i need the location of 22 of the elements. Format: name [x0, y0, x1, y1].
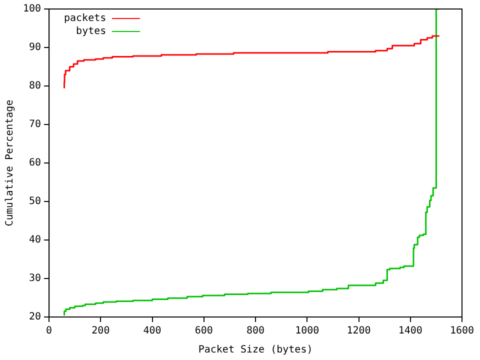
- y-tick-label: 30: [29, 273, 42, 284]
- y-tick-label: 50: [29, 196, 42, 208]
- y-tick-label: 40: [29, 234, 42, 246]
- y-tick-label: 70: [29, 119, 42, 130]
- x-tick-label: 1000: [295, 326, 320, 337]
- x-tick-label: 200: [92, 326, 110, 337]
- x-tick-label: 1600: [450, 326, 474, 337]
- y-tick-label: 60: [29, 158, 42, 169]
- x-tick-label: 1200: [346, 326, 371, 337]
- y-tick-label: 20: [29, 312, 42, 323]
- y-tick-label: 80: [29, 80, 42, 92]
- x-axis-title: Packet Size (bytes): [198, 344, 313, 356]
- y-tick-label: 100: [23, 4, 42, 15]
- x-tick-label: 0: [46, 326, 52, 337]
- y-tick-label: 90: [29, 42, 42, 54]
- x-tick-label: 600: [194, 326, 213, 337]
- legend-label: bytes: [76, 25, 106, 38]
- y-axis-title: Cumulative Percentage: [4, 100, 16, 226]
- x-tick-label: 800: [246, 326, 265, 337]
- x-tick-label: 400: [143, 326, 162, 337]
- legend-label: packets: [64, 12, 106, 25]
- x-tick-label: 1400: [398, 326, 422, 337]
